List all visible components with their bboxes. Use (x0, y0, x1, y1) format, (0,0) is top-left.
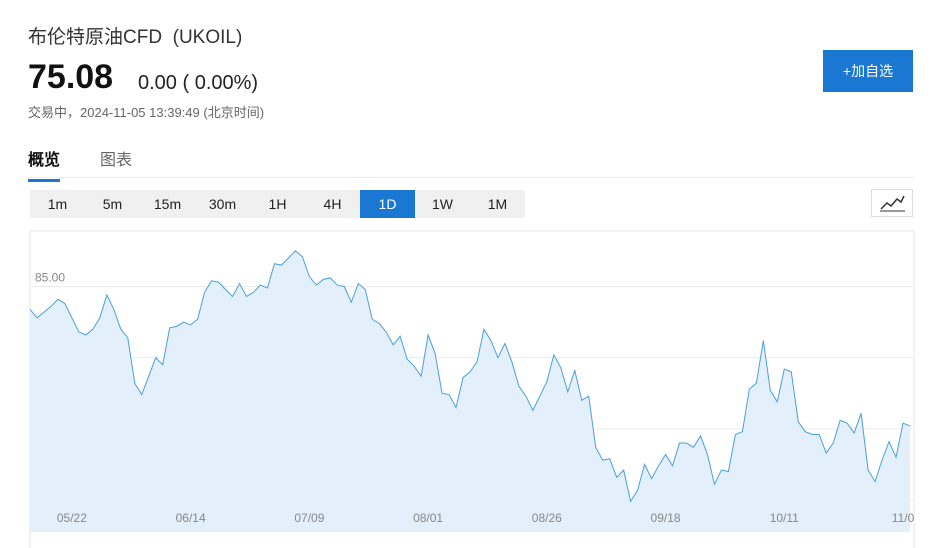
area (30, 250, 910, 533)
timeframe-button[interactable]: 5m (102, 196, 123, 212)
x-tick-label: 10/11 (770, 511, 799, 525)
x-tick-label: 08/01 (413, 511, 443, 525)
timeframe-button[interactable]: 4H (323, 196, 342, 212)
timeframe-button[interactable]: 1M (487, 196, 508, 212)
tab[interactable]: 概览 (28, 146, 61, 182)
timeframe-button[interactable]: 1D (360, 190, 415, 218)
tab[interactable]: 图表 (100, 152, 133, 169)
timeframe-bar: 1m 5m 15m 30m 1H 4H 1D 1W 1M (30, 190, 525, 218)
timeframe-button[interactable]: 1H (268, 196, 287, 212)
plot: 70.0075.0080.0085.00 (30, 250, 914, 533)
timeframe-button[interactable]: 30m (208, 196, 237, 212)
x-tick-label: 11/0 (892, 511, 915, 525)
timeframe-button[interactable]: 15m (153, 196, 182, 212)
instrument-name: 布伦特原油CFD (28, 27, 163, 48)
chart-type-icon (880, 195, 905, 212)
x-tick-label: 08/26 (532, 511, 562, 525)
timeframe-button[interactable]: 1m (47, 196, 68, 212)
add-watchlist-button[interactable]: +加自选 (823, 50, 913, 92)
status: 交易中，2024-11-05 13:39:49 (北京时间) (28, 105, 265, 120)
instrument-title: 布伦特原油CFD (UKOIL) (28, 22, 242, 49)
change-percent: ( 0.00%) (182, 72, 259, 94)
x-tick-label: 05/22 (57, 511, 87, 525)
timeframe-button[interactable]: 1W (432, 196, 453, 212)
change-value: 0.00 (138, 72, 177, 94)
line (30, 250, 911, 503)
instrument-symbol: (UKOIL) (172, 27, 243, 48)
x-tick-label: 06/14 (176, 511, 206, 525)
price: 75.08 (28, 58, 114, 96)
x-tick-label: 09/18 (651, 511, 681, 525)
x-tick-label: 07/09 (294, 511, 324, 525)
y-tick-label: 85.00 (35, 271, 65, 285)
chart-type-button[interactable] (871, 189, 913, 217)
change: 0.00 ( 0.00%) (138, 72, 258, 95)
tabs: 概览 图表 (28, 144, 914, 182)
